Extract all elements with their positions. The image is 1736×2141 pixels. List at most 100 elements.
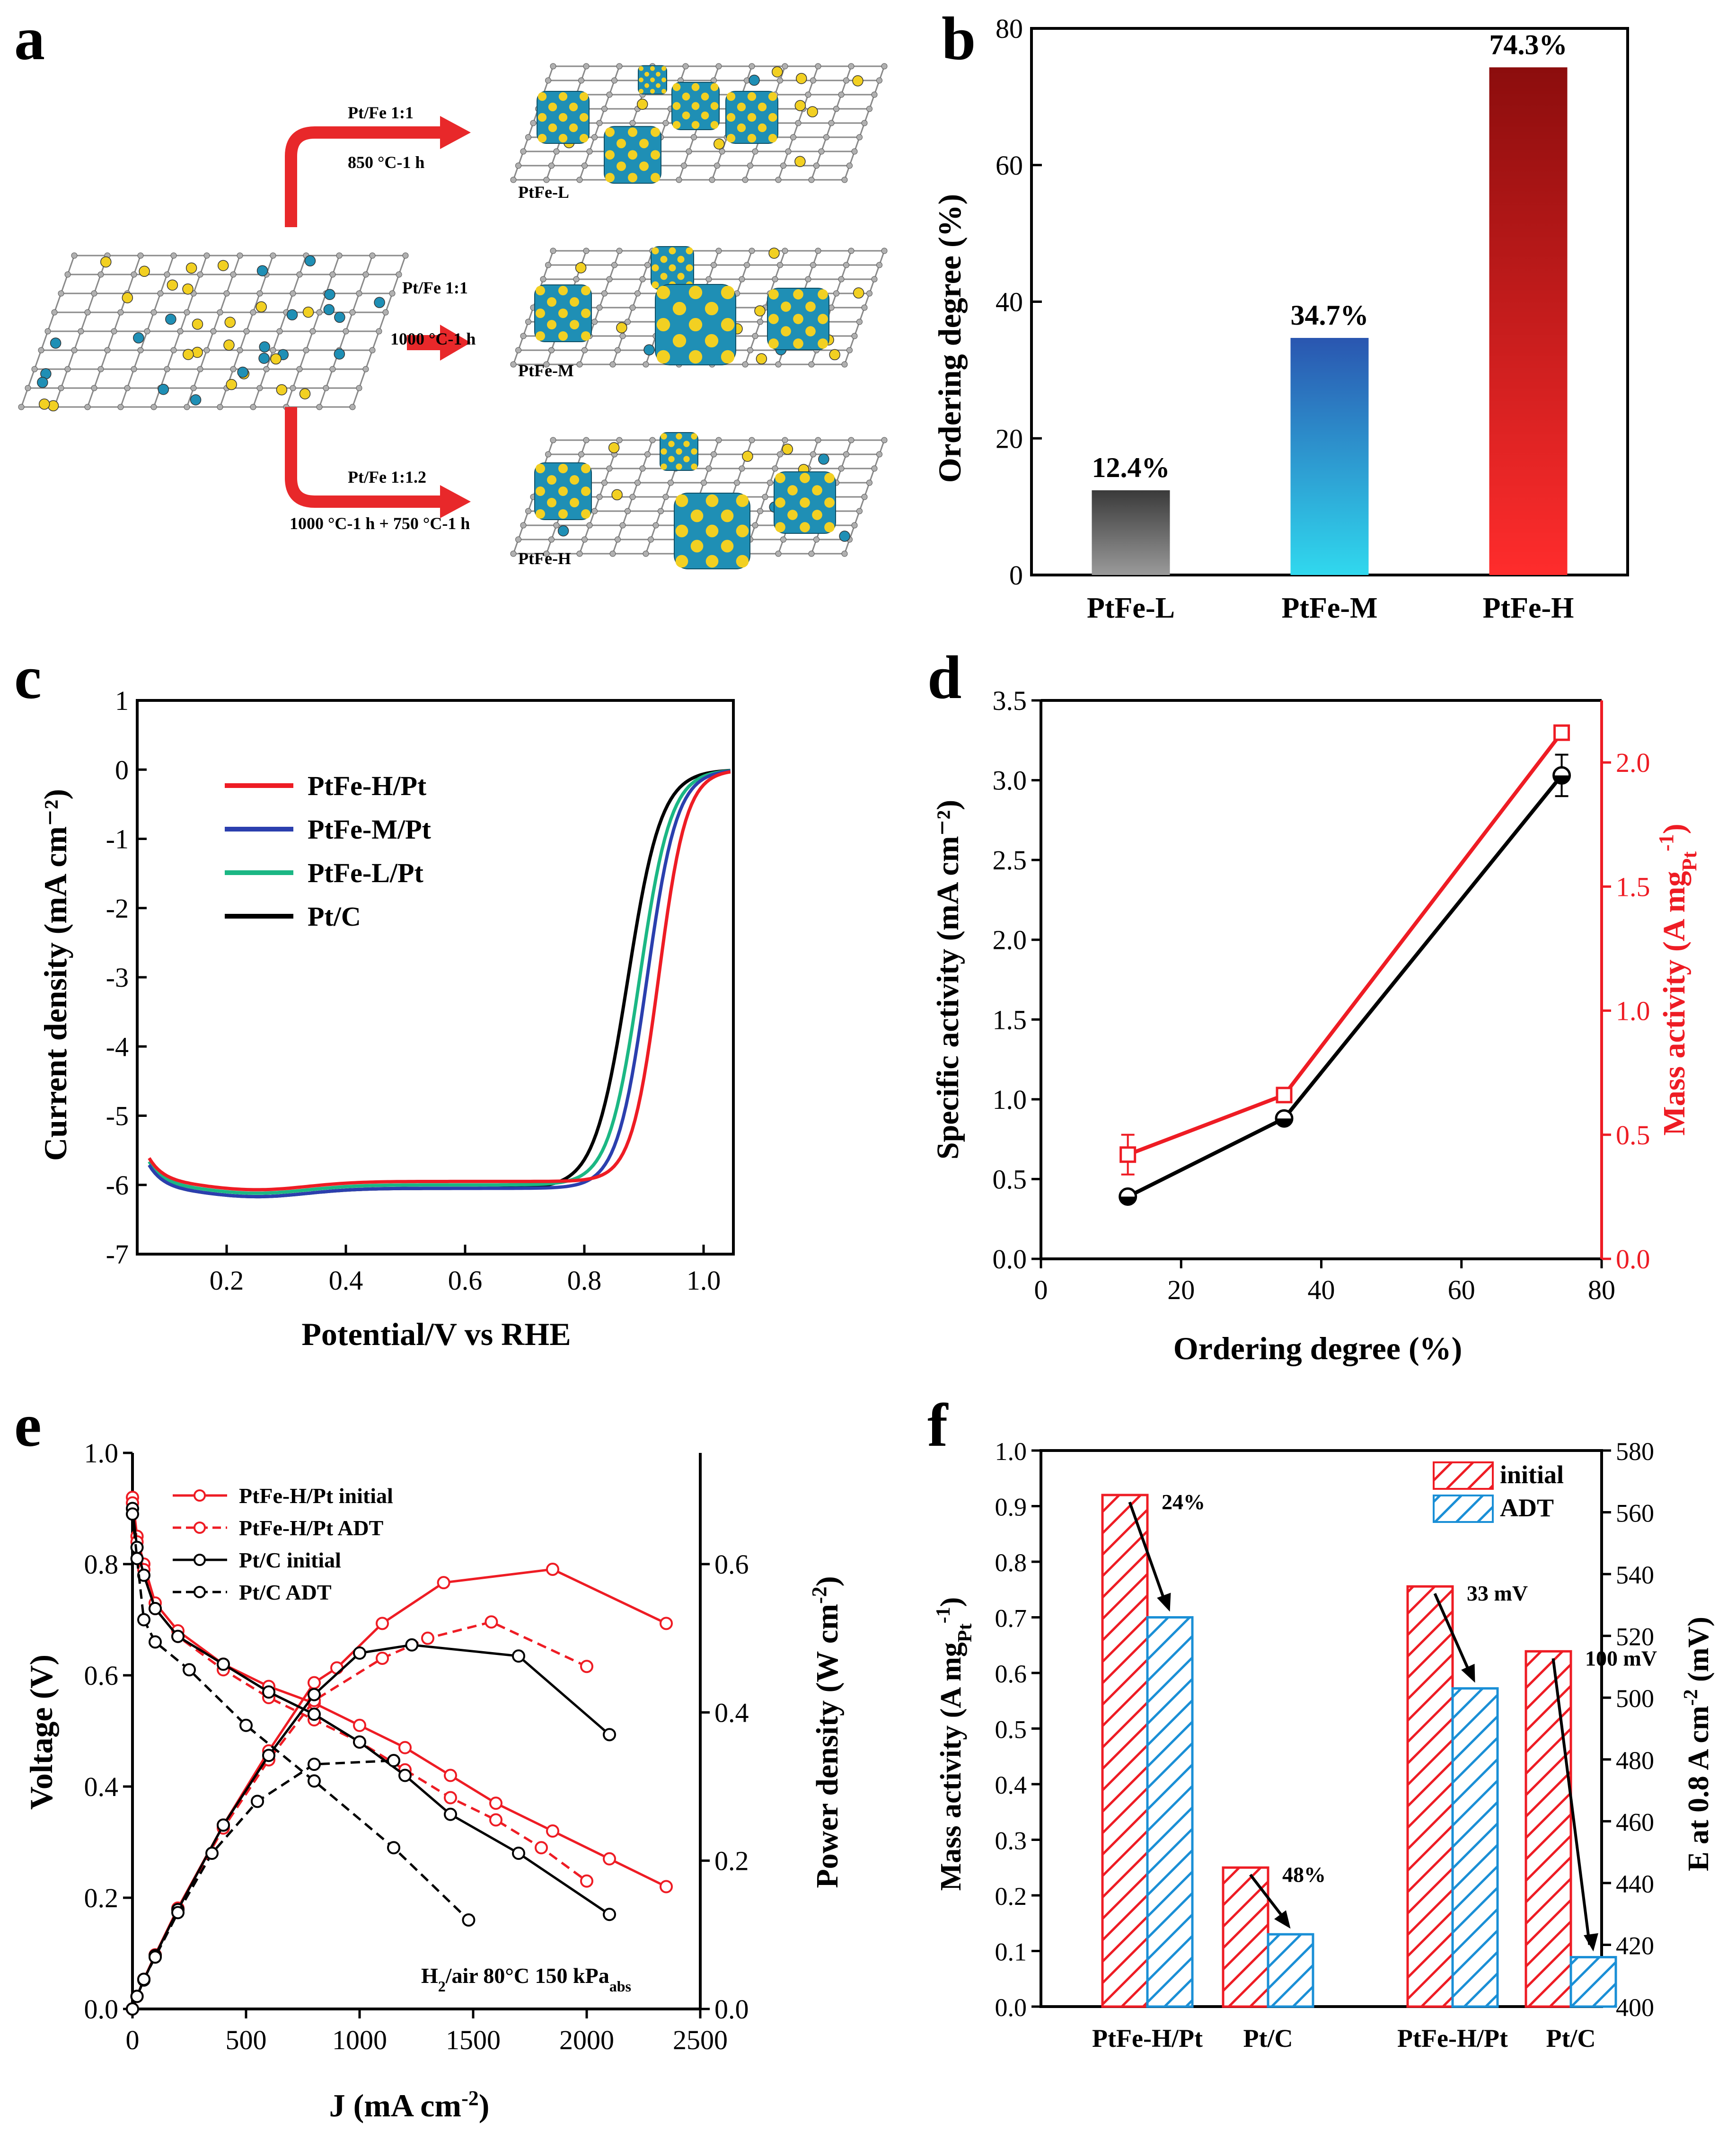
carbon-atom (691, 134, 697, 141)
orr-curve (148, 769, 731, 1195)
panel-letter-e: e (14, 1391, 42, 1460)
pt-atom (656, 350, 670, 364)
carbon-atom (170, 252, 177, 259)
carbon-atom (217, 309, 223, 316)
carbon-atom (91, 385, 97, 391)
pt-atom (824, 497, 835, 508)
carbon-atom (596, 120, 603, 126)
carbon-atom (876, 262, 882, 268)
carbon-atom (349, 309, 356, 316)
carbon-atom (739, 465, 745, 472)
data-point (262, 1749, 275, 1762)
carbon-atom (757, 318, 763, 325)
y-tick-label: 0.4 (84, 1771, 119, 1802)
carbon-atom (596, 304, 603, 311)
pt-atom (652, 247, 659, 255)
chart-d-lines (1119, 724, 1571, 1206)
x-tick-label: 40 (1308, 1274, 1335, 1305)
pt-atom (721, 509, 734, 522)
carbon-atom (520, 522, 527, 529)
carbon-atom (625, 508, 631, 514)
pt-atom (558, 113, 568, 122)
pt-atom (818, 314, 828, 324)
carbon-atom (777, 451, 783, 458)
y-tick-label: 0.5 (995, 1716, 1027, 1744)
y-tick-label: 80 (996, 13, 1023, 44)
carbon-atom (276, 328, 283, 335)
y-tick-label: 20 (996, 423, 1023, 454)
carbon-atom (752, 522, 758, 529)
pt-atom (558, 133, 568, 143)
pt-atom (775, 522, 785, 532)
pt-atom (705, 524, 719, 538)
carbon-atom (510, 550, 517, 557)
y-tick-label: 60 (996, 150, 1023, 181)
carbon-atom (58, 385, 64, 391)
carbon-atom (881, 437, 888, 443)
pt-atom (617, 139, 626, 149)
carbon-atom (747, 347, 753, 354)
data-point (251, 1795, 264, 1808)
route-middle-condition: 1000 °C-1 h (390, 329, 476, 348)
pt-atom (675, 524, 688, 538)
pt-atom (768, 113, 777, 122)
pt-atom (651, 150, 660, 160)
carbon-atom (606, 465, 613, 472)
single-atom (608, 442, 620, 453)
x-tick-label: PtFe-H/Pt (1092, 2024, 1203, 2053)
y2-tick-label: 0.0 (1616, 1244, 1650, 1274)
pt-atom (581, 286, 590, 295)
single-atom (183, 349, 194, 360)
carbon-atom (772, 276, 778, 283)
pt-atom (800, 497, 810, 508)
bar-adt (1451, 1687, 1499, 2008)
y2-tick-label: 540 (1616, 1561, 1654, 1589)
single-atom (192, 318, 203, 330)
pt-atom (818, 289, 828, 300)
data-point (183, 1663, 196, 1677)
carbon-atom (31, 366, 38, 372)
pt-atom (581, 509, 590, 519)
carbon-atom (64, 271, 71, 278)
pt-atom (617, 161, 626, 171)
carbon-atom (815, 437, 821, 443)
pt-atom (726, 113, 736, 122)
single-atom (158, 383, 169, 395)
single-atom (643, 344, 655, 356)
data-point (546, 1824, 559, 1838)
pt-atom (548, 102, 557, 112)
carbon-atom (823, 134, 829, 141)
carbon-atom (649, 437, 656, 443)
series-line (131, 1644, 610, 2009)
bar-adt (1569, 1956, 1617, 2008)
single-atom (807, 106, 818, 117)
carbon-atom (711, 262, 717, 268)
series-line (1127, 774, 1563, 1199)
route-arrow-middle (407, 325, 471, 361)
pt-atom (660, 256, 668, 263)
carbon-atom (170, 347, 177, 354)
carbon-atom (838, 91, 845, 98)
pt-atom (710, 121, 719, 129)
carbon-atom (856, 508, 863, 514)
pt-atom (558, 92, 568, 101)
route-bottom-condition: 1000 °C-1 h + 750 °C-1 h (290, 514, 470, 533)
carbon-atom (550, 63, 556, 70)
carbon-atom (586, 522, 593, 529)
y-tick-label: 40 (996, 287, 1023, 318)
chart-e-x-label-main: J (mA cm (329, 2088, 461, 2123)
pt-atom (558, 309, 568, 318)
chart-f-y-label-sub: Pt (954, 1623, 976, 1642)
y2-tick-label: 460 (1616, 1808, 1654, 1836)
y-tick-label: -5 (106, 1101, 129, 1132)
carbon-atom (548, 536, 555, 543)
single-atom (794, 100, 806, 111)
carbon-atom (586, 148, 593, 155)
y-tick-label: -3 (106, 962, 129, 993)
carbon-atom (808, 177, 815, 183)
pt-atom (639, 77, 643, 82)
carbon-atom (250, 309, 256, 316)
orr-curve (148, 769, 731, 1199)
pt-atom (536, 331, 545, 341)
pt-atom (668, 441, 675, 447)
